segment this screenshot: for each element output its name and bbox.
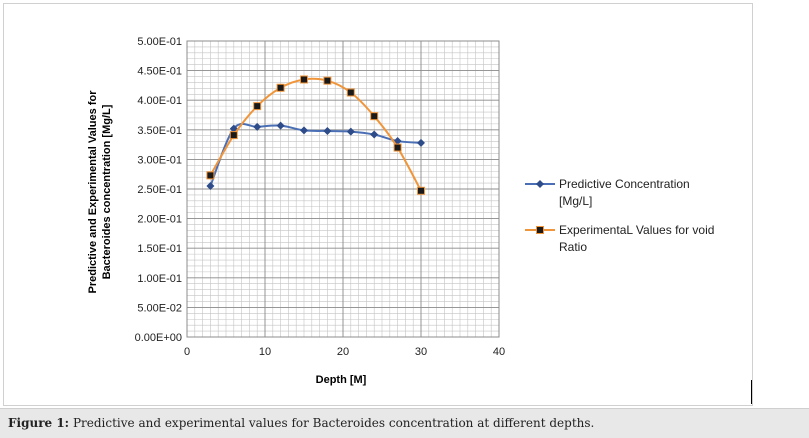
- data-point-predictive: [323, 126, 332, 135]
- x-tick-label: 10: [259, 346, 271, 358]
- legend-predictive-label-line2: [Mg/L]: [559, 194, 592, 208]
- chart: 0 10 20 30 40 0.00E+00 5.00E-02 1.00E-01 1.50E-0…: [87, 36, 714, 386]
- cursor-bar: [751, 380, 752, 404]
- x-tick-label: 0: [184, 346, 190, 358]
- y-tick-label: 2.50E-01: [137, 184, 182, 196]
- data-point-experimental: [206, 171, 215, 180]
- y-tick-label: 0.00E+00: [135, 332, 182, 344]
- data-point-experimental: [370, 112, 379, 121]
- x-tick-label: 40: [493, 346, 505, 358]
- y-tick-label: 1.00E-01: [137, 273, 182, 285]
- data-point-experimental: [393, 143, 402, 152]
- series-line-experimental: [209, 77, 422, 192]
- x-axis-label: Depth [M]: [316, 374, 367, 386]
- y-tick-label: 4.50E-01: [137, 66, 182, 78]
- y-tick-label: 3.50E-01: [137, 125, 182, 137]
- y-axis-label-line2: Bacteroides concentration [Mg/L]: [101, 104, 113, 279]
- data-point-predictive: [346, 127, 355, 136]
- data-point-experimental: [417, 186, 425, 195]
- caption-label: Figure 1:: [8, 416, 70, 430]
- data-point-predictive: [276, 121, 285, 130]
- legend-predictive-label-line1: Predictive Concentration: [559, 177, 690, 191]
- data-point-predictive: [253, 122, 262, 131]
- data-point-experimental: [229, 131, 238, 140]
- y-axis-label-line1: Predictive and Experimental Values for: [87, 90, 99, 294]
- y-tick-label: 1.50E-01: [137, 243, 182, 255]
- legend-experimental-label-line1: ExperimentaL Values for void: [559, 223, 714, 237]
- x-tick-label: 30: [415, 346, 427, 358]
- data-point-predictive: [300, 126, 308, 135]
- y-tick-label: 3.00E-01: [137, 154, 182, 166]
- data-point-experimental: [300, 75, 308, 84]
- legend: Predictive Concentration [Mg/L] Experime…: [525, 177, 714, 254]
- legend-predictive-marker: [536, 180, 544, 188]
- data-point-experimental: [323, 76, 332, 85]
- chart-frame: 0 10 20 30 40 0.00E+00 5.00E-02 1.00E-01 1.50E-0…: [3, 3, 753, 406]
- series-line-predictive: [209, 122, 422, 187]
- y-tick-label: 4.00E-01: [137, 95, 182, 107]
- data-point-experimental: [276, 83, 285, 92]
- data-point-predictive: [206, 182, 215, 191]
- y-tick-label: 5.00E-02: [137, 302, 182, 314]
- data-point-predictive: [370, 130, 379, 139]
- figure-caption: Figure 1: Predictive and experimental va…: [0, 408, 809, 438]
- caption-text: Predictive and experimental values for B…: [72, 416, 595, 430]
- legend-experimental-label-line2: Ratio: [559, 240, 587, 254]
- x-tick-label: 20: [337, 346, 349, 358]
- plot-area-border: [186, 40, 500, 338]
- y-tick-label: 2.00E-01: [137, 214, 182, 226]
- data-point-predictive: [417, 138, 425, 147]
- legend-experimental-marker: [536, 226, 544, 234]
- data-point-experimental: [253, 102, 262, 111]
- data-point-experimental: [346, 88, 355, 97]
- y-tick-label: 5.00E-01: [137, 36, 182, 48]
